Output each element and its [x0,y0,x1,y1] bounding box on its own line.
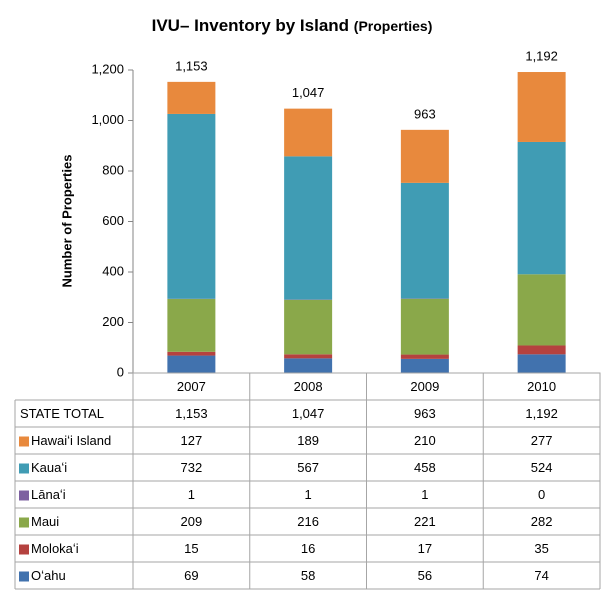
table-cell: 277 [531,433,553,448]
bar-segment [284,354,333,359]
table-cell: 74 [534,568,548,583]
y-tick-label: 1,000 [91,112,124,127]
legend-swatch [19,490,29,501]
bar-segment [400,358,449,373]
table-cell: 1 [305,487,312,502]
y-tick-label: 600 [102,213,124,228]
y-tick-label: 200 [102,314,124,329]
table-cell: 221 [414,514,436,529]
legend-swatch [19,436,29,447]
total-label: 1,192 [525,48,558,63]
bar-segment [284,299,333,355]
bar-segment [284,108,333,157]
table-cell: 127 [181,433,203,448]
bar-segment [400,298,449,355]
total-label: 963 [414,106,436,121]
table-cell: 216 [297,514,319,529]
table-cell: 0 [538,487,545,502]
x-tick-label: 2009 [410,379,439,394]
y-tick-label: 0 [117,364,124,379]
bar-segment [400,129,449,183]
bar-segment [517,354,566,373]
table-cell: 35 [534,541,548,556]
table-cell: 17 [418,541,432,556]
table-cell: 1 [421,487,428,502]
table-cell: 567 [297,460,319,475]
title: IVU– Inventory by Island [152,16,349,35]
bar-segment [400,354,449,359]
bar-segment [517,72,566,142]
legend-swatch [19,544,29,555]
y-tick-label: 800 [102,162,124,177]
legend-swatch [19,571,29,582]
legend-label: Hawaiʻi Island [31,433,111,448]
table-cell: 16 [301,541,315,556]
table-cell: 209 [181,514,203,529]
bar-segment [517,141,566,275]
legend-label: Lānaʻi [31,487,66,502]
bar-segment [167,299,216,352]
row-label: STATE TOTAL [20,406,104,421]
bar-segment [517,274,566,346]
bar-segment [284,358,333,373]
bar-segment [400,182,449,299]
bar-segment [284,156,333,300]
legend-label: Molokaʻi [31,541,79,556]
bar-segment [167,351,216,356]
table-cell: 15 [184,541,198,556]
table-cell: 56 [418,568,432,583]
table-cell: 58 [301,568,315,583]
legend-swatch [19,463,29,474]
table-cell: 524 [531,460,553,475]
table-cell: 732 [181,460,203,475]
table-cell: 210 [414,433,436,448]
legend-swatch [19,517,29,528]
total-label: 1,153 [175,58,208,73]
table-cell: 1,047 [292,406,325,421]
bar-segment [517,345,566,355]
table-cell: 1 [188,487,195,502]
table-cell: 963 [414,406,436,421]
table-cell: 1,153 [175,406,208,421]
total-label: 1,047 [292,85,325,100]
table-cell: 69 [184,568,198,583]
table-cell: 189 [297,433,319,448]
y-tick-label: 400 [102,263,124,278]
table-cell: 1,192 [525,406,558,421]
bar-segment [167,81,216,114]
y-tick-label: 1,200 [91,61,124,76]
y-axis-label: Number of Properties [59,155,74,288]
bar-segment [167,355,216,373]
x-tick-label: 2010 [527,379,556,394]
x-tick-label: 2007 [177,379,206,394]
legend-label: Maui [31,514,59,529]
chart-title: IVU– Inventory by Island (Properties) [152,16,433,35]
subtitle: (Properties) [354,18,433,34]
bar-segment [167,113,216,299]
legend-label: Kauaʻi [31,460,67,475]
legend-label: Oʻahu [31,568,66,583]
table-cell: 458 [414,460,436,475]
table-cell: 282 [531,514,553,529]
x-tick-label: 2008 [294,379,323,394]
